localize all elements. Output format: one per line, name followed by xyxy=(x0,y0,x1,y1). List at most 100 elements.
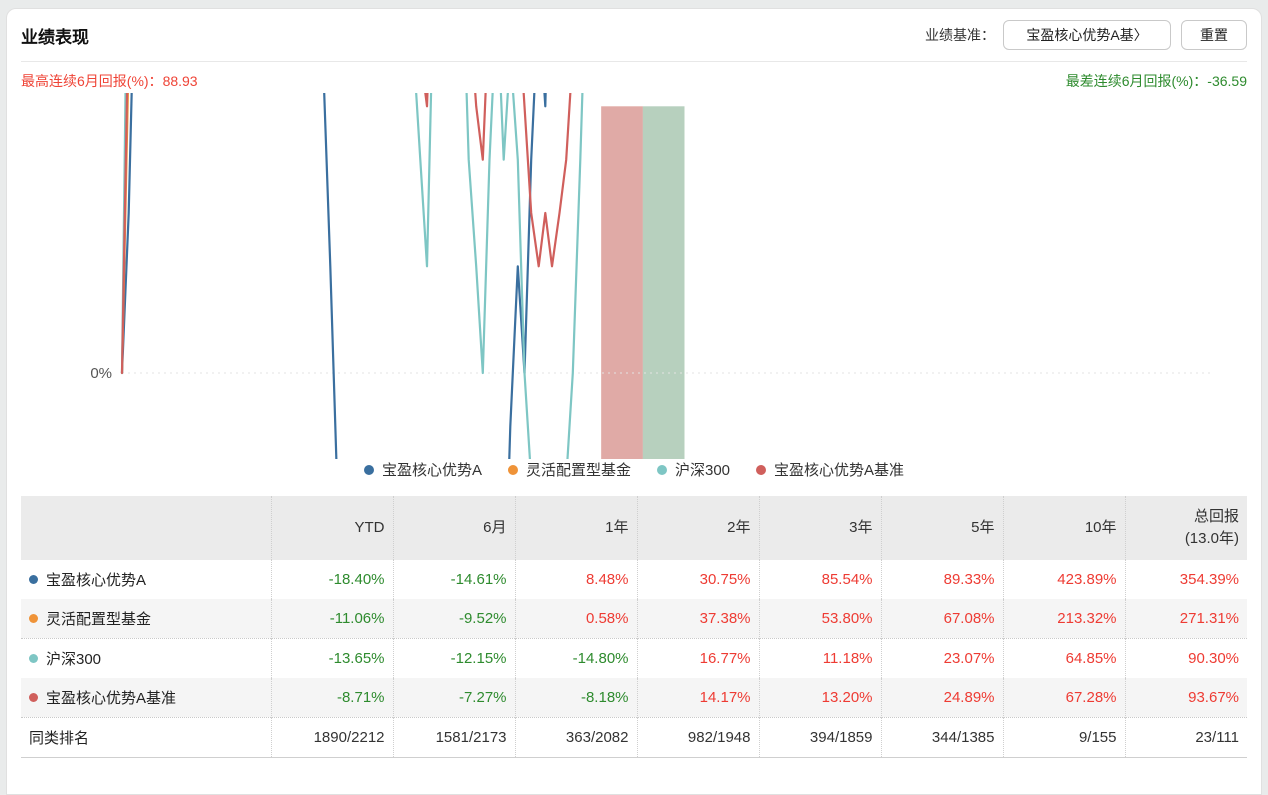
table-header-cell: 10年 xyxy=(1002,496,1125,560)
value-cell: -12.15% xyxy=(392,637,515,678)
legend-dot-icon xyxy=(756,464,767,475)
table-header-cell: 1年 xyxy=(514,496,637,560)
value-cell: 67.28% xyxy=(1002,677,1125,717)
value-cell: 213.32% xyxy=(1002,598,1125,638)
value-cell: 11.18% xyxy=(758,637,881,678)
summary-row: 最高连续6月回报(%)：88.93 最差连续6月回报(%)：-36.59 xyxy=(21,71,1247,91)
series-line xyxy=(120,93,547,459)
row-name: 灵活配置型基金 xyxy=(46,610,152,628)
table-row: 宝盈核心优势A -18.40% -14.61% 8.48% 30.75% 85.54% 89… xyxy=(21,559,1247,599)
value-cell: 344/1385 xyxy=(880,716,1003,757)
legend-item-0[interactable]: 宝盈核心优势A xyxy=(363,459,482,480)
row-name-cell: 宝盈核心优势A基准 xyxy=(21,677,271,717)
value-cell: -14.80% xyxy=(514,637,637,678)
value-cell: 13.20% xyxy=(758,677,881,717)
series-dot-icon xyxy=(29,614,38,624)
legend-label: 宝盈核心优势A基准 xyxy=(774,462,905,479)
row-name-cell: 宝盈核心优势A xyxy=(21,560,271,599)
table-header-cell: 2年 xyxy=(636,496,759,560)
value-cell: -7.27% xyxy=(392,677,515,717)
value-cell: -18.40% xyxy=(270,559,393,599)
table-header-row: YTD 6月 1年 2年 3年 5年 10年 总回报 (13.0年) xyxy=(21,496,1247,560)
value-cell: 423.89% xyxy=(1002,559,1125,599)
table-header-cell: YTD xyxy=(270,496,393,560)
returns-table: YTD 6月 1年 2年 3年 5年 10年 总回报 (13.0年) 宝盈核心优势A -18.40… xyxy=(21,496,1247,758)
best-6m-value: 88.93 xyxy=(162,73,198,89)
worst-6m-return: 最差连续6月回报(%)：-36.59 xyxy=(1066,71,1247,91)
value-cell: -11.06% xyxy=(270,598,393,638)
value-cell: 37.38% xyxy=(636,598,759,638)
page-title: 业绩表现 xyxy=(21,27,89,47)
performance-card: 业绩表现 业绩基准： 宝盈核心优势A基〉 重置 最高连续6月回报(%)：88.9… xyxy=(6,8,1262,795)
value-cell: 982/1948 xyxy=(636,716,759,757)
chart-legend: 宝盈核心优势A 灵活配置型基金 沪深300 宝盈核心优势A基准 xyxy=(21,459,1247,480)
value-cell: 0.58% xyxy=(514,598,637,638)
legend-label: 宝盈核心优势A xyxy=(381,462,482,479)
legend-item-1[interactable]: 灵活配置型基金 xyxy=(507,459,631,480)
value-cell: 93.67% xyxy=(1124,677,1247,717)
series-dot-icon xyxy=(29,575,38,585)
value-cell: -9.52% xyxy=(392,598,515,638)
value-cell: 64.85% xyxy=(1002,637,1125,678)
value-cell: 23/111 xyxy=(1124,716,1247,757)
value-cell: 67.08% xyxy=(880,598,1003,638)
y-tick-label: 0% xyxy=(90,365,112,382)
value-cell: 9/155 xyxy=(1002,716,1125,757)
value-cell: 14.17% xyxy=(636,677,759,717)
table-header-cell: 6月 xyxy=(392,496,515,560)
value-cell: 85.54% xyxy=(758,559,881,599)
value-cell: 8.48% xyxy=(514,559,637,599)
value-cell: 16.77% xyxy=(636,637,759,678)
card-header: 业绩表现 业绩基准： 宝盈核心优势A基〉 重置 xyxy=(21,9,1247,62)
legend-item-3[interactable]: 宝盈核心优势A基准 xyxy=(756,459,904,480)
value-cell: -8.71% xyxy=(270,677,393,717)
value-cell: 24.89% xyxy=(880,677,1003,717)
legend-item-2[interactable]: 沪深300 xyxy=(656,459,731,480)
worst-6m-window-band xyxy=(642,106,685,459)
legend-label: 沪深300 xyxy=(674,462,731,479)
value-cell: 363/2082 xyxy=(514,716,637,757)
value-cell: 53.80% xyxy=(758,598,881,638)
best-6m-window-band xyxy=(601,106,643,459)
value-cell: 23.07% xyxy=(880,637,1003,678)
header-controls: 业绩基准： 宝盈核心优势A基〉 重置 xyxy=(925,20,1247,50)
table-header-cell: 总回报 (13.0年) xyxy=(1124,496,1247,560)
series-dot-icon xyxy=(29,654,38,664)
table-row: 灵活配置型基金 -11.06% -9.52% 0.58% 37.38% 53.80% 67.… xyxy=(21,598,1247,638)
row-name: 沪深300 xyxy=(46,650,102,668)
value-cell: 90.30% xyxy=(1124,637,1247,678)
reset-button[interactable]: 重置 xyxy=(1181,20,1247,50)
row-name: 宝盈核心优势A基准 xyxy=(46,689,177,707)
row-name-cell: 灵活配置型基金 xyxy=(21,598,271,638)
best-6m-return: 最高连续6月回报(%)：88.93 xyxy=(21,71,198,91)
legend-dot-icon xyxy=(656,464,667,475)
benchmark-select[interactable]: 宝盈核心优势A基〉 xyxy=(1003,20,1171,50)
best-6m-label: 最高连续6月回报(%)： xyxy=(21,73,163,89)
legend-dot-icon xyxy=(507,464,518,475)
row-name-cell: 沪深300 xyxy=(21,637,271,678)
value-cell: 30.75% xyxy=(636,559,759,599)
value-cell: 394/1859 xyxy=(758,716,881,757)
performance-line-chart[interactable]: 500%400%300%200%100%0%−100%2011-012013-0… xyxy=(21,93,1247,459)
value-cell: -8.18% xyxy=(514,677,637,717)
legend-label: 灵活配置型基金 xyxy=(525,462,631,479)
table-row: 宝盈核心优势A基准 -8.71% -7.27% -8.18% 14.17% 13.20% 2… xyxy=(21,677,1247,717)
table-header-cell xyxy=(21,496,271,560)
value-cell: 1890/2212 xyxy=(270,716,393,757)
row-name: 同类排名 xyxy=(29,729,90,747)
worst-6m-label: 最差连续6月回报(%)： xyxy=(1065,73,1208,89)
table-header-cell: 3年 xyxy=(758,496,881,560)
row-name-cell: 同类排名 xyxy=(21,716,271,757)
value-cell: 271.31% xyxy=(1124,598,1247,638)
value-cell: 89.33% xyxy=(880,559,1003,599)
row-name: 宝盈核心优势A xyxy=(46,571,147,589)
worst-6m-value: -36.59 xyxy=(1207,73,1247,89)
value-cell: 354.39% xyxy=(1124,559,1247,599)
table-row: 沪深300 -13.65% -12.15% -14.80% 16.77% 11.18% 23… xyxy=(21,637,1247,678)
series-dot-icon xyxy=(29,693,38,703)
legend-dot-icon xyxy=(363,464,374,475)
value-cell: -13.65% xyxy=(270,637,393,678)
table-row: 同类排名 1890/2212 1581/2173 363/2082 982/1948 39… xyxy=(21,716,1247,757)
table-header-cell: 5年 xyxy=(880,496,1003,560)
value-cell: 1581/2173 xyxy=(392,716,515,757)
